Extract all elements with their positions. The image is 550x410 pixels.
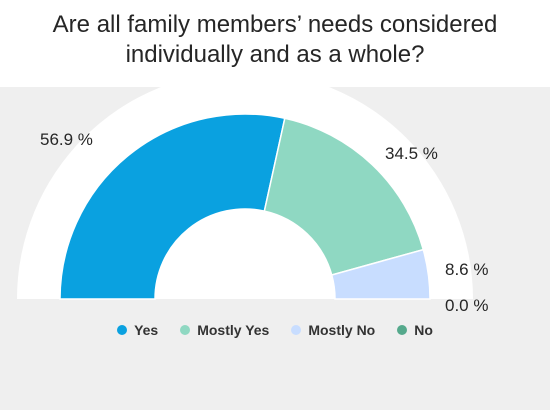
- slice-mostly-no: [330, 248, 431, 300]
- legend-item-mostly-no: Mostly No: [291, 322, 375, 338]
- slice-yes: [59, 113, 286, 300]
- slice-mostly-yes: [263, 117, 425, 276]
- value-label-mostly-yes: 34.5 %: [385, 144, 438, 163]
- labels-group: 56.9 % 34.5 % 8.6 % 0.0 %: [40, 130, 488, 315]
- legend-item-no: No: [397, 322, 433, 338]
- value-label-yes: 56.9 %: [40, 130, 93, 149]
- value-label-no: 0.0 %: [445, 296, 488, 315]
- legend-dot-icon: [291, 325, 302, 335]
- value-label-mostly-no: 8.6 %: [445, 260, 488, 279]
- legend-dot-icon: [117, 325, 128, 335]
- semicircle-chart: 56.9 % 34.5 % 8.6 % 0.0 %: [17, 87, 488, 315]
- title-panel: Are all family members’ needs considered…: [0, 0, 550, 87]
- legend-label: Mostly Yes: [197, 322, 270, 338]
- legend: Yes Mostly Yes Mostly No No: [0, 322, 550, 338]
- legend-item-mostly-yes: Mostly Yes: [180, 322, 269, 338]
- legend-dot-icon: [180, 325, 191, 335]
- legend-dot-icon: [397, 325, 408, 335]
- legend-label: Yes: [134, 322, 159, 338]
- slices-group: [59, 113, 431, 300]
- legend-label: No: [414, 322, 433, 338]
- legend-item-yes: Yes: [117, 322, 158, 338]
- legend-label: Mostly No: [308, 322, 376, 338]
- chart-title: Are all family members’ needs considered…: [52, 11, 498, 68]
